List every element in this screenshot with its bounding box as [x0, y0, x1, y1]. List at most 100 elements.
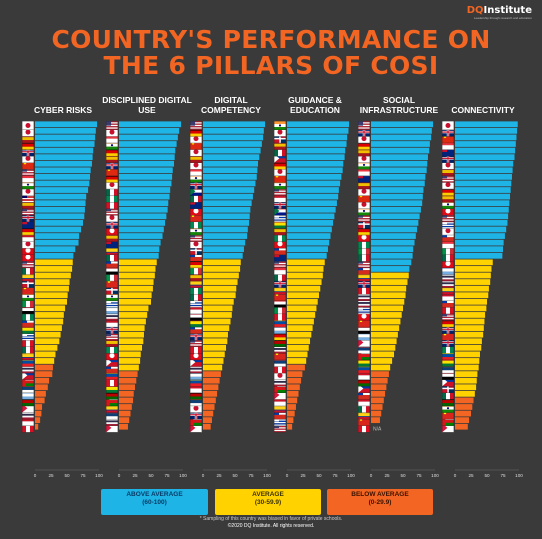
- usa-flag-icon: [106, 121, 119, 131]
- korea-flag-icon: [273, 127, 286, 137]
- bar: [119, 239, 161, 246]
- bar: [119, 180, 172, 187]
- bar: [287, 272, 323, 279]
- bar: [119, 404, 132, 410]
- bar: [119, 331, 144, 338]
- japan-flag-icon: [441, 226, 454, 236]
- bar: [35, 141, 95, 147]
- bar: [371, 160, 428, 167]
- x-tick-label: 0: [454, 473, 457, 478]
- bar: [119, 312, 148, 318]
- bar: [35, 338, 60, 345]
- x-tick-label: 50: [484, 473, 490, 478]
- bar: [203, 266, 241, 272]
- bar: [371, 331, 398, 338]
- bar: [287, 279, 322, 285]
- bar: [119, 134, 178, 141]
- bar: [35, 121, 98, 128]
- bar: [287, 344, 309, 351]
- bar: [203, 404, 215, 410]
- bar: [203, 318, 231, 325]
- bar: [203, 279, 238, 285]
- bar: [287, 121, 350, 128]
- title-line-2: THE 6 PILLARS OF COSI: [103, 51, 439, 80]
- bar: [287, 200, 337, 207]
- bar: [287, 127, 349, 134]
- bar: [119, 285, 153, 292]
- bar: [119, 226, 164, 233]
- bar: [287, 134, 348, 141]
- bar: [287, 220, 334, 226]
- bar: [119, 298, 151, 305]
- x-tick-label: 0: [370, 473, 373, 478]
- bar: [35, 404, 43, 410]
- bar: [455, 246, 503, 253]
- legend-label: AVERAGE: [252, 491, 284, 498]
- bar: [287, 233, 331, 239]
- legend-item: AVERAGE (30-59.9): [215, 489, 321, 515]
- bar: [371, 272, 409, 279]
- bar: [371, 141, 430, 147]
- bar: [455, 160, 514, 167]
- bar: [35, 397, 45, 404]
- bar: [35, 312, 64, 318]
- bar: [455, 220, 508, 226]
- japan-flag-icon: [106, 213, 119, 223]
- bar: [287, 410, 295, 417]
- bar: [455, 266, 492, 272]
- bar: [119, 206, 168, 213]
- bar: [203, 154, 260, 161]
- x-tick-label: 25: [48, 473, 54, 478]
- dq-institute-logo: DQInstitute: [466, 5, 532, 16]
- bar: [287, 206, 336, 213]
- bar: [119, 167, 173, 174]
- bar: [455, 305, 487, 312]
- bar: [287, 358, 307, 364]
- bar: [455, 312, 486, 318]
- bar: [203, 312, 232, 318]
- x-tick-label: 75: [332, 473, 338, 478]
- bar: [203, 417, 212, 424]
- x-tick-label: 0: [118, 473, 121, 478]
- bar: [371, 193, 423, 200]
- bar: [35, 423, 39, 430]
- bar: [119, 193, 170, 200]
- x-tick-label: 25: [468, 473, 474, 478]
- bar: [455, 233, 505, 239]
- bar: [371, 410, 382, 417]
- x-tick-label: 50: [148, 473, 154, 478]
- bar: [119, 200, 169, 207]
- bar: [455, 200, 510, 207]
- bar: [455, 384, 477, 391]
- bar: [35, 233, 80, 239]
- bar: [119, 147, 176, 154]
- bar: [455, 147, 516, 154]
- x-tick-label: 25: [300, 473, 306, 478]
- bar: [287, 167, 343, 174]
- bar: [203, 167, 258, 174]
- bar: [203, 180, 256, 187]
- bar: [371, 364, 391, 371]
- bar: [203, 298, 234, 305]
- x-tick-label: 100: [95, 473, 103, 478]
- bar: [35, 147, 94, 154]
- bar: [203, 344, 227, 351]
- usa-flag-icon: [357, 121, 370, 131]
- bar: [35, 344, 58, 351]
- bar: [35, 187, 89, 193]
- bar: [371, 397, 384, 404]
- x-tick-label: 75: [80, 473, 86, 478]
- bar: [287, 417, 294, 424]
- bar: [119, 292, 152, 299]
- bar: [287, 377, 302, 384]
- bar: [371, 298, 405, 305]
- bar: [455, 226, 507, 233]
- bar: [287, 318, 314, 325]
- bar: [203, 305, 233, 312]
- bar: [287, 226, 332, 233]
- bar: [203, 206, 251, 213]
- bar: [455, 206, 509, 213]
- bar: [35, 410, 42, 417]
- bar: [371, 404, 383, 410]
- bar: [119, 384, 135, 391]
